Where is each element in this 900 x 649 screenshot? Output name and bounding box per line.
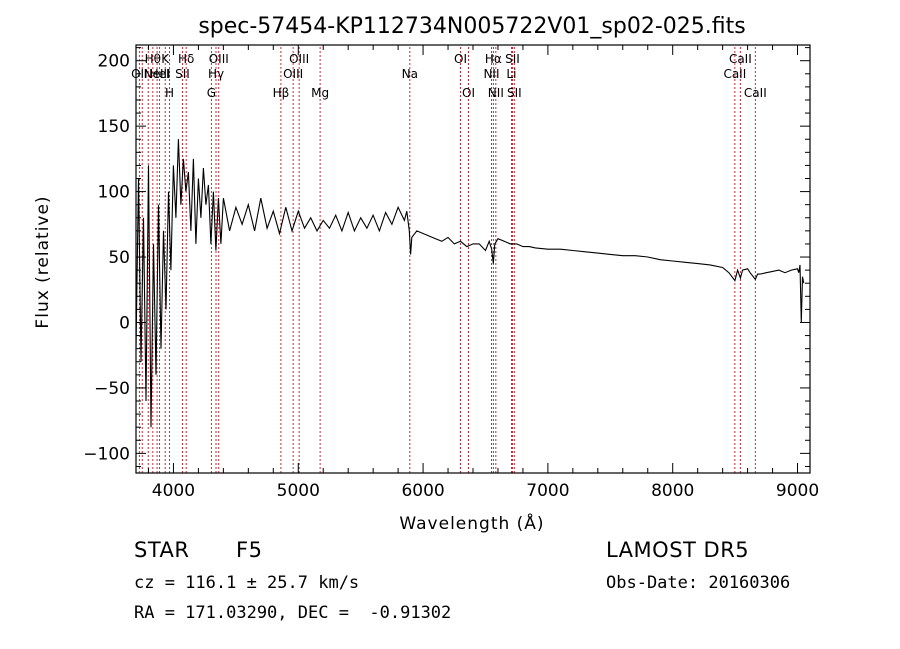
x-tick-label: 5000 xyxy=(277,481,320,501)
x-tick-label: 7000 xyxy=(526,481,569,501)
y-tick-label: 100 xyxy=(98,183,130,203)
spectral-line-label: OI xyxy=(454,52,467,66)
object-type: STAR xyxy=(134,538,190,562)
y-tick-label: 200 xyxy=(98,52,130,72)
spectral-line-label: CaII xyxy=(723,67,746,81)
y-tick-label: −100 xyxy=(83,444,130,464)
spectral-line-label: NII xyxy=(488,86,504,100)
spectral-line-label: K xyxy=(161,52,170,66)
spectral-line-label: Na xyxy=(402,67,418,81)
chart-title: spec-57454-KP112734N005722V01_sp02-025.f… xyxy=(198,14,745,39)
x-tick-label: 4000 xyxy=(152,481,195,501)
spectral-line-label: CaII xyxy=(744,86,767,100)
spectral-line-label: HeI xyxy=(150,67,170,81)
spectral-line-label: NII xyxy=(483,67,499,81)
spectral-line-label: OIII xyxy=(289,52,309,66)
spectrum-series xyxy=(135,139,805,428)
spectral-line-label: NeIII xyxy=(144,67,171,81)
spectral-line-label: Mg xyxy=(311,86,329,100)
obs-date: Obs-Date: 20160306 xyxy=(606,573,791,593)
spectral-line-label: CaII xyxy=(729,52,752,66)
coordinates: RA = 171.03290, DEC = -0.91302 xyxy=(134,603,452,623)
plot-frame xyxy=(135,44,811,474)
axis-ticks: 4000 5000 6000 7000 8000 9000 −100 −50 0 50 100 150… xyxy=(83,45,819,501)
spectral-line-label: Hγ xyxy=(208,67,224,81)
x-tick-label: 8000 xyxy=(651,481,694,501)
spectral-line-label: G xyxy=(207,86,216,100)
spectral-line-label: OIII xyxy=(283,67,303,81)
x-axis-label: Wavelength (Å) xyxy=(399,512,544,534)
spectral-line-label: SII xyxy=(505,52,520,66)
y-tick-label: 50 xyxy=(108,248,130,268)
spectral-line-label: Li xyxy=(506,67,516,81)
spectral-line-label: OI xyxy=(462,86,475,100)
spectral-line-label: OIII xyxy=(209,52,229,66)
spectral-line-label: Hβ xyxy=(273,86,290,100)
x-tick-label: 6000 xyxy=(401,481,444,501)
y-axis-label: Flux (relative) xyxy=(33,195,53,328)
y-tick-label: −50 xyxy=(94,379,130,399)
spectral-line-label: Hδ xyxy=(178,52,194,66)
survey-label: LAMOST DR5 xyxy=(606,538,750,562)
spectral-subclass: F5 xyxy=(236,538,263,562)
y-tick-label: 150 xyxy=(98,117,130,137)
spectral-line-label: SII xyxy=(507,86,522,100)
spectral-line-label: SII xyxy=(175,67,190,81)
velocity-readout: cz = 116.1 ± 25.7 km/s xyxy=(134,573,360,593)
y-tick-label: 0 xyxy=(119,313,130,333)
spectral-line-label: Hθ xyxy=(145,52,161,66)
x-tick-label: 9000 xyxy=(776,481,819,501)
spectral-line-labels: OIIHθNeIIIHeIKHSIIHδGHγOIIIHβOIIIOIIIMgN… xyxy=(131,52,767,100)
spectral-line-label: H xyxy=(165,86,174,100)
spectral-line-label: Hα xyxy=(485,52,502,66)
